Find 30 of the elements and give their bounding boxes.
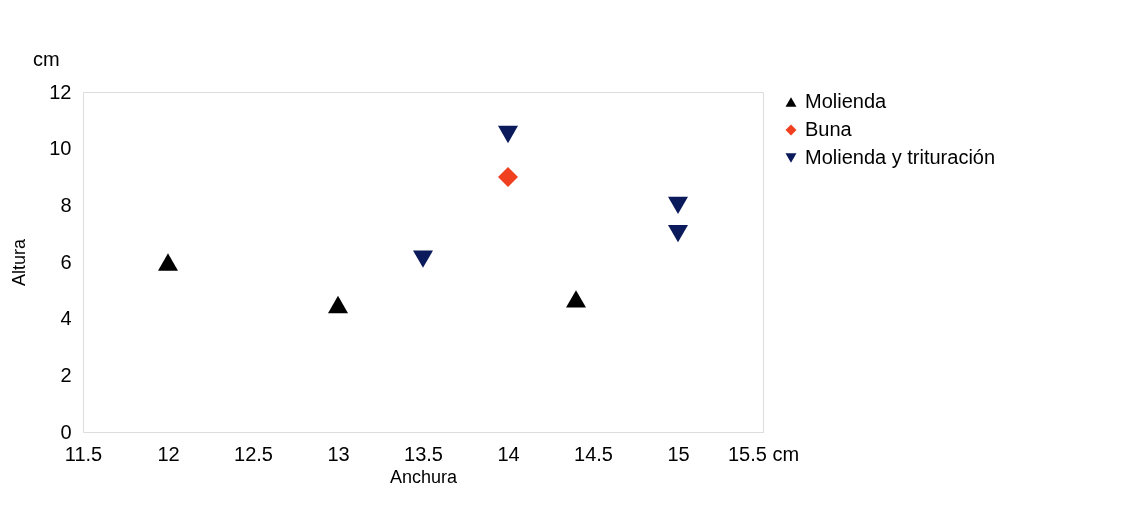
- x-tick-label: 11.5: [64, 442, 103, 465]
- y-tick-label: 6: [60, 250, 72, 273]
- legend-label: Molienda y trituración: [805, 146, 996, 168]
- text: cm: [33, 48, 60, 70]
- x-axis-title: Anchura: [389, 466, 459, 487]
- legend-label: Buna: [805, 118, 853, 140]
- x-tick-label: 14.5: [574, 442, 613, 465]
- x-tick-label: 13: [327, 442, 350, 465]
- x-tick-label: 12: [157, 442, 180, 465]
- point: [413, 250, 433, 268]
- y-tick-label: 10: [49, 137, 72, 160]
- x-tick-label: 13.5: [404, 442, 443, 465]
- y-tick-label: 4: [60, 307, 72, 330]
- legend-label: Molienda: [805, 90, 888, 112]
- point: [668, 225, 688, 243]
- x-tick-label: 15.5 cm: [727, 442, 800, 465]
- x-tick-label: 15: [667, 442, 690, 465]
- x-tick-label: 14: [497, 442, 520, 465]
- y-tick-label: 8: [60, 193, 72, 216]
- point: [668, 196, 688, 214]
- point: [158, 253, 178, 271]
- point: [498, 167, 518, 187]
- y-tick-label: 12: [49, 80, 72, 103]
- point: [566, 290, 586, 308]
- x-tick-label: 12.5: [234, 442, 273, 465]
- point: [328, 295, 348, 314]
- y-axis-title: Altura: [9, 238, 30, 287]
- y-tick-label: 2: [60, 363, 72, 386]
- point: [498, 125, 518, 144]
- y-tick-label: 0: [60, 420, 72, 443]
